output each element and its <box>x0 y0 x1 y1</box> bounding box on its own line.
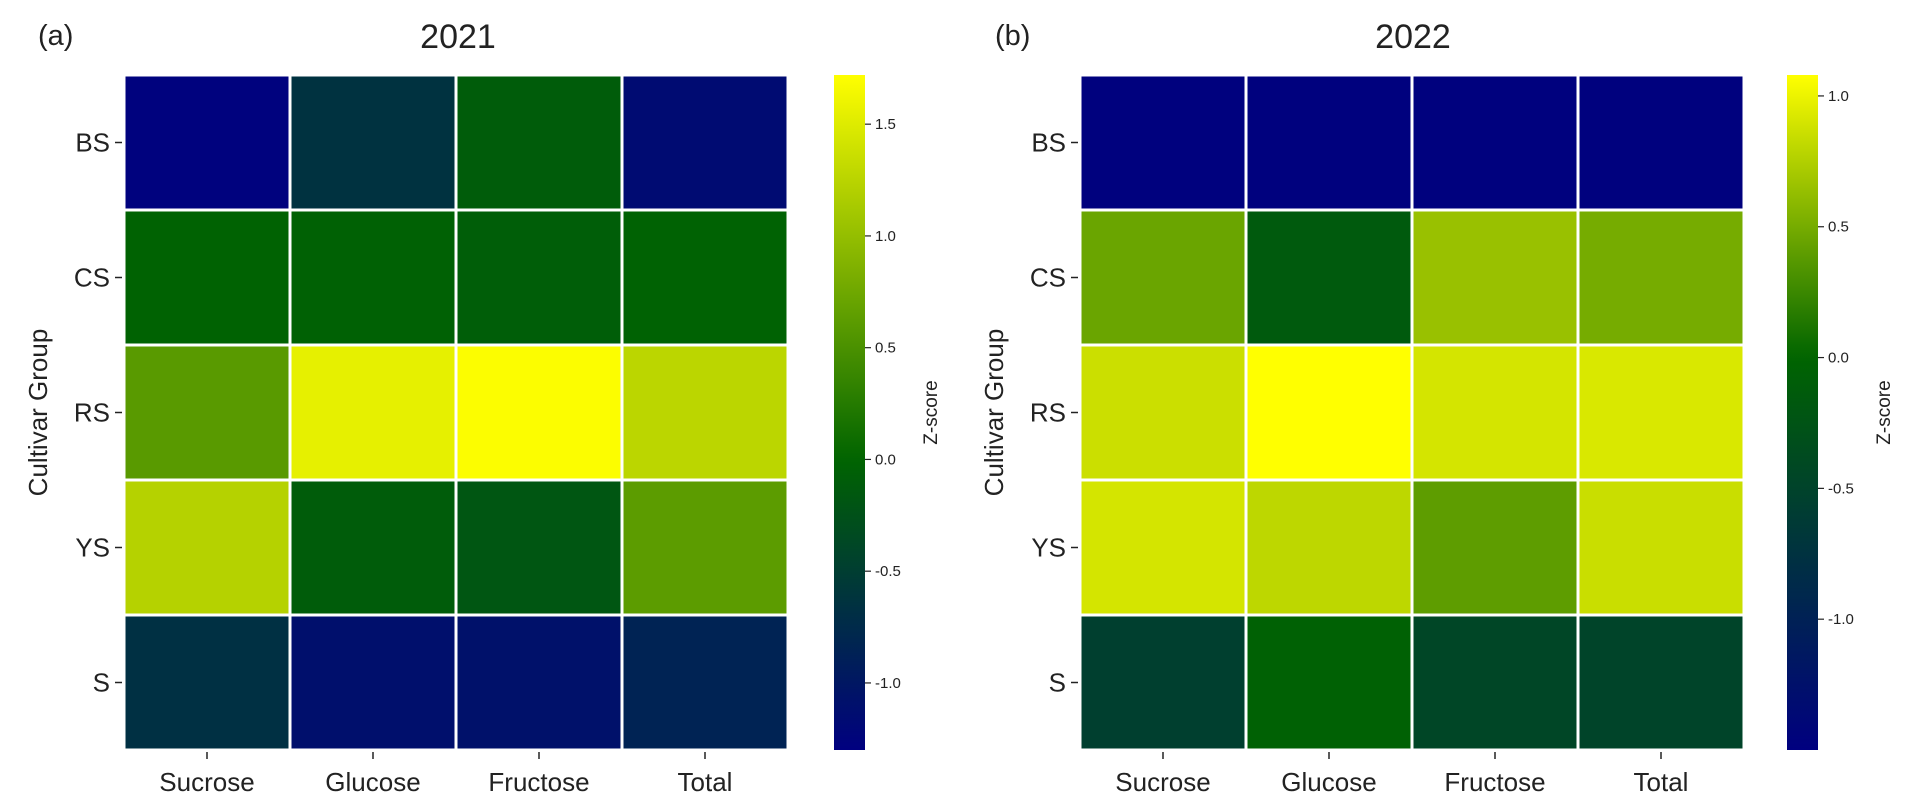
heatmap-cell-s-sucrose <box>122 613 292 752</box>
colorbar-tick-label: 0.0 <box>1828 350 1849 367</box>
colorbar-tick-label: 1.5 <box>875 116 896 133</box>
heatmap-cell-s-glucose <box>1244 613 1414 752</box>
heatmap-cell-rs-sucrose <box>1078 343 1248 482</box>
x-tick-label: Total <box>678 767 733 797</box>
heatmap-cell-bs-glucose <box>288 73 458 212</box>
panel-title: 2022 <box>1375 18 1451 56</box>
heatmap-cell-ys-total <box>620 478 790 617</box>
heatmap-cell-s-sucrose <box>1078 613 1248 752</box>
heatmap-cell-ys-sucrose <box>122 478 292 617</box>
heatmap-cell-s-total <box>620 613 790 752</box>
x-tick-label: Total <box>1634 767 1689 797</box>
x-tick-label: Glucose <box>1281 767 1376 797</box>
heatmap-cell-rs-total <box>1576 343 1746 482</box>
heatmap-cell-s-glucose <box>288 613 458 752</box>
heatmap-cell-cs-total <box>620 208 790 347</box>
heatmap-cell-ys-fructose <box>454 478 624 617</box>
colorbar-tick-label: 1.0 <box>1828 88 1849 105</box>
x-tick-label: Fructose <box>488 767 589 797</box>
heatmap-cell-cs-sucrose <box>122 208 292 347</box>
colorbar <box>1787 75 1818 750</box>
heatmap-cell-bs-sucrose <box>1078 73 1248 212</box>
y-tick-label: S <box>1049 668 1066 698</box>
heatmap-cell-ys-fructose <box>1410 478 1580 617</box>
y-tick-label: RS <box>1030 398 1066 428</box>
heatmap-cell-rs-total <box>620 343 790 482</box>
y-tick-label: YS <box>75 533 110 563</box>
y-tick-label: RS <box>74 398 110 428</box>
x-tick-label: Glucose <box>325 767 420 797</box>
y-tick-label: CS <box>1030 263 1066 293</box>
heatmap-cell-rs-glucose <box>288 343 458 482</box>
panel-label: (a) <box>38 20 73 52</box>
heatmap-cell-s-total <box>1576 613 1746 752</box>
heatmap-cell-cs-glucose <box>1244 208 1414 347</box>
y-tick-label: S <box>93 668 110 698</box>
heatmap-cell-cs-fructose <box>1410 208 1580 347</box>
heatmap-cell-bs-fructose <box>454 73 624 212</box>
x-tick-label: Sucrose <box>159 767 254 797</box>
x-tick-label: Sucrose <box>1115 767 1210 797</box>
colorbar-label: Z-score <box>921 380 942 444</box>
heatmap-cell-ys-glucose <box>288 478 458 617</box>
heatmap-cell-cs-total <box>1576 208 1746 347</box>
heatmap-cell-bs-total <box>1576 73 1746 212</box>
heatmap-cell-bs-glucose <box>1244 73 1414 212</box>
y-axis-label: Cultivar Group <box>979 329 1009 497</box>
colorbar-tick-label: 0.5 <box>875 340 896 357</box>
heatmap-cell-bs-fructose <box>1410 73 1580 212</box>
panel-title: 2021 <box>420 18 496 56</box>
heatmap-cell-ys-sucrose <box>1078 478 1248 617</box>
heatmap-cell-ys-total <box>1576 478 1746 617</box>
panel-label: (b) <box>995 20 1030 52</box>
y-tick-label: BS <box>1031 128 1066 158</box>
colorbar-tick-label: 0.5 <box>1828 219 1849 236</box>
heatmap-cell-rs-glucose <box>1244 343 1414 482</box>
heatmap-cell-cs-glucose <box>288 208 458 347</box>
panel-2022: (b) 2022 BS CS RS YS S Sucrose Glucose Fructose To… <box>979 18 1895 797</box>
y-tick-label: YS <box>1031 533 1066 563</box>
colorbar-tick-label: 0.0 <box>875 451 896 468</box>
colorbar-tick-label: -1.0 <box>875 675 901 692</box>
heatmap-cell-s-fructose <box>454 613 624 752</box>
heatmap-cell-rs-fructose <box>1410 343 1580 482</box>
colorbar-tick-label: -0.5 <box>875 563 901 580</box>
heatmap-cell-cs-sucrose <box>1078 208 1248 347</box>
y-axis-label: Cultivar Group <box>23 329 53 497</box>
colorbar <box>834 75 865 750</box>
heatmap-cell-bs-sucrose <box>122 73 292 212</box>
colorbar-tick-label: 1.0 <box>875 228 896 245</box>
panel-2021: (a) 2021 BS CS RS YS S Sucrose Glucose Fructose To… <box>23 18 942 797</box>
heatmap-cell-rs-sucrose <box>122 343 292 482</box>
colorbar-label: Z-score <box>1874 380 1895 444</box>
colorbar-tick-label: -0.5 <box>1828 480 1854 497</box>
heatmap-cell-ys-glucose <box>1244 478 1414 617</box>
heatmap-cell-cs-fructose <box>454 208 624 347</box>
x-tick-label: Fructose <box>1444 767 1545 797</box>
heatmap-cell-bs-total <box>620 73 790 212</box>
heatmap-cell-rs-fructose <box>454 343 624 482</box>
colorbar-tick-label: -1.0 <box>1828 611 1854 628</box>
heatmap-cell-s-fructose <box>1410 613 1580 752</box>
y-tick-label: BS <box>75 128 110 158</box>
y-tick-label: CS <box>74 263 110 293</box>
